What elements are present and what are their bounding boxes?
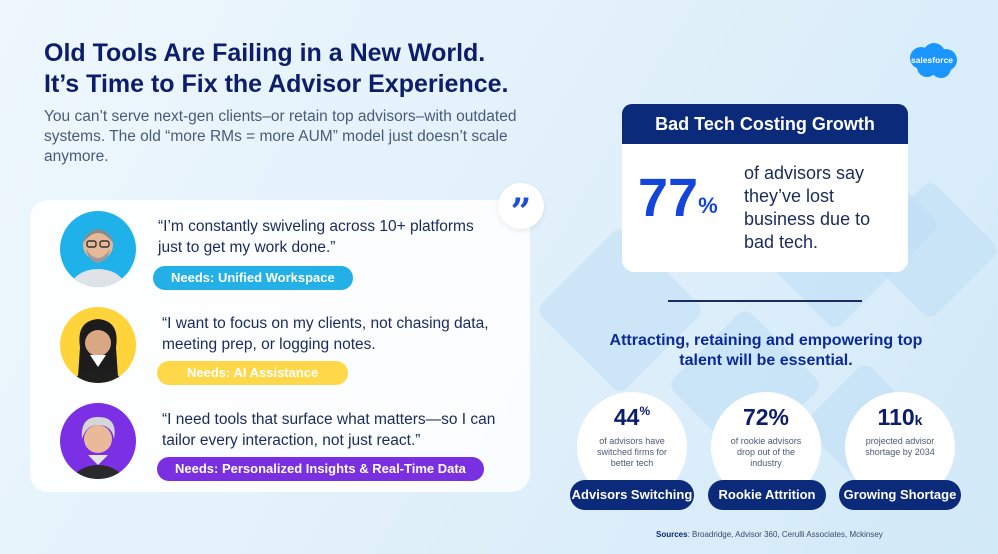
circle-1-unit: % [639, 404, 651, 418]
stat-card-text: of advisors say they’ve lost business du… [744, 163, 871, 252]
persona-1-need-pill: Needs: Unified Workspace [153, 266, 353, 290]
persona-2-need-pill: Needs: AI Assistance [157, 361, 349, 385]
circle-2-desc: of rookie advisors drop out of the indus… [730, 436, 802, 468]
label-rookie-attrition: Rookie Attrition [708, 480, 826, 510]
circle-3-number: 110 [877, 404, 915, 430]
sources: Sources: Broadridge, Advisor 360, Cerull… [656, 530, 883, 539]
divider [668, 300, 862, 302]
headline-line-1: Old Tools Are Failing in a New World. [44, 39, 486, 67]
stat-card-header: Bad Tech Costing Growth [622, 104, 908, 144]
circle-1-desc: of advisors have switched firms for bett… [596, 436, 667, 468]
circle-3-desc: projected advisor shortage by 2034 [865, 436, 935, 457]
circle-2-number: 72% [742, 404, 790, 430]
circle-3-unit: k [914, 412, 923, 428]
logo-text: salesforce [910, 55, 954, 65]
headline-line-2: It’s Time to Fix the Advisor Experience. [44, 70, 509, 98]
sources-text: : Broadridge, Advisor 360, Cerulli Assoc… [687, 530, 883, 539]
headline: Old Tools Are Failing in a New World. It… [44, 38, 564, 100]
persona-3-need-pill: Needs: Personalized Insights & Real-Time… [157, 457, 484, 481]
circle-1-number: 44 [613, 404, 640, 430]
talent-statement: Attracting, retaining and empowering top… [609, 332, 923, 369]
avatar-advisor-2 [60, 307, 136, 383]
persona-1-quote: “I’m constantly swiveling across 10+ pla… [158, 218, 474, 256]
persona-2-quote: “I want to focus on my clients, not chas… [162, 315, 489, 353]
intro-text: You can’t serve next-gen clients–or reta… [44, 108, 517, 165]
sources-label: Sources [656, 530, 688, 539]
quote-mark-icon: ” [498, 183, 544, 230]
stat-card-number-value: 77 [638, 168, 699, 228]
label-advisors-switching: Advisors Switching [570, 480, 694, 510]
label-growing-shortage: Growing Shortage [839, 480, 961, 510]
stat-card-number: 77% [638, 170, 718, 226]
salesforce-cloud-logo: salesforce [905, 42, 959, 80]
avatar-advisor-1 [60, 211, 136, 287]
avatar-advisor-3 [60, 403, 136, 479]
stat-card-number-unit: % [698, 193, 718, 218]
persona-3-quote: “I need tools that surface what matters—… [162, 411, 496, 449]
logo-cloud-shape [910, 43, 957, 78]
